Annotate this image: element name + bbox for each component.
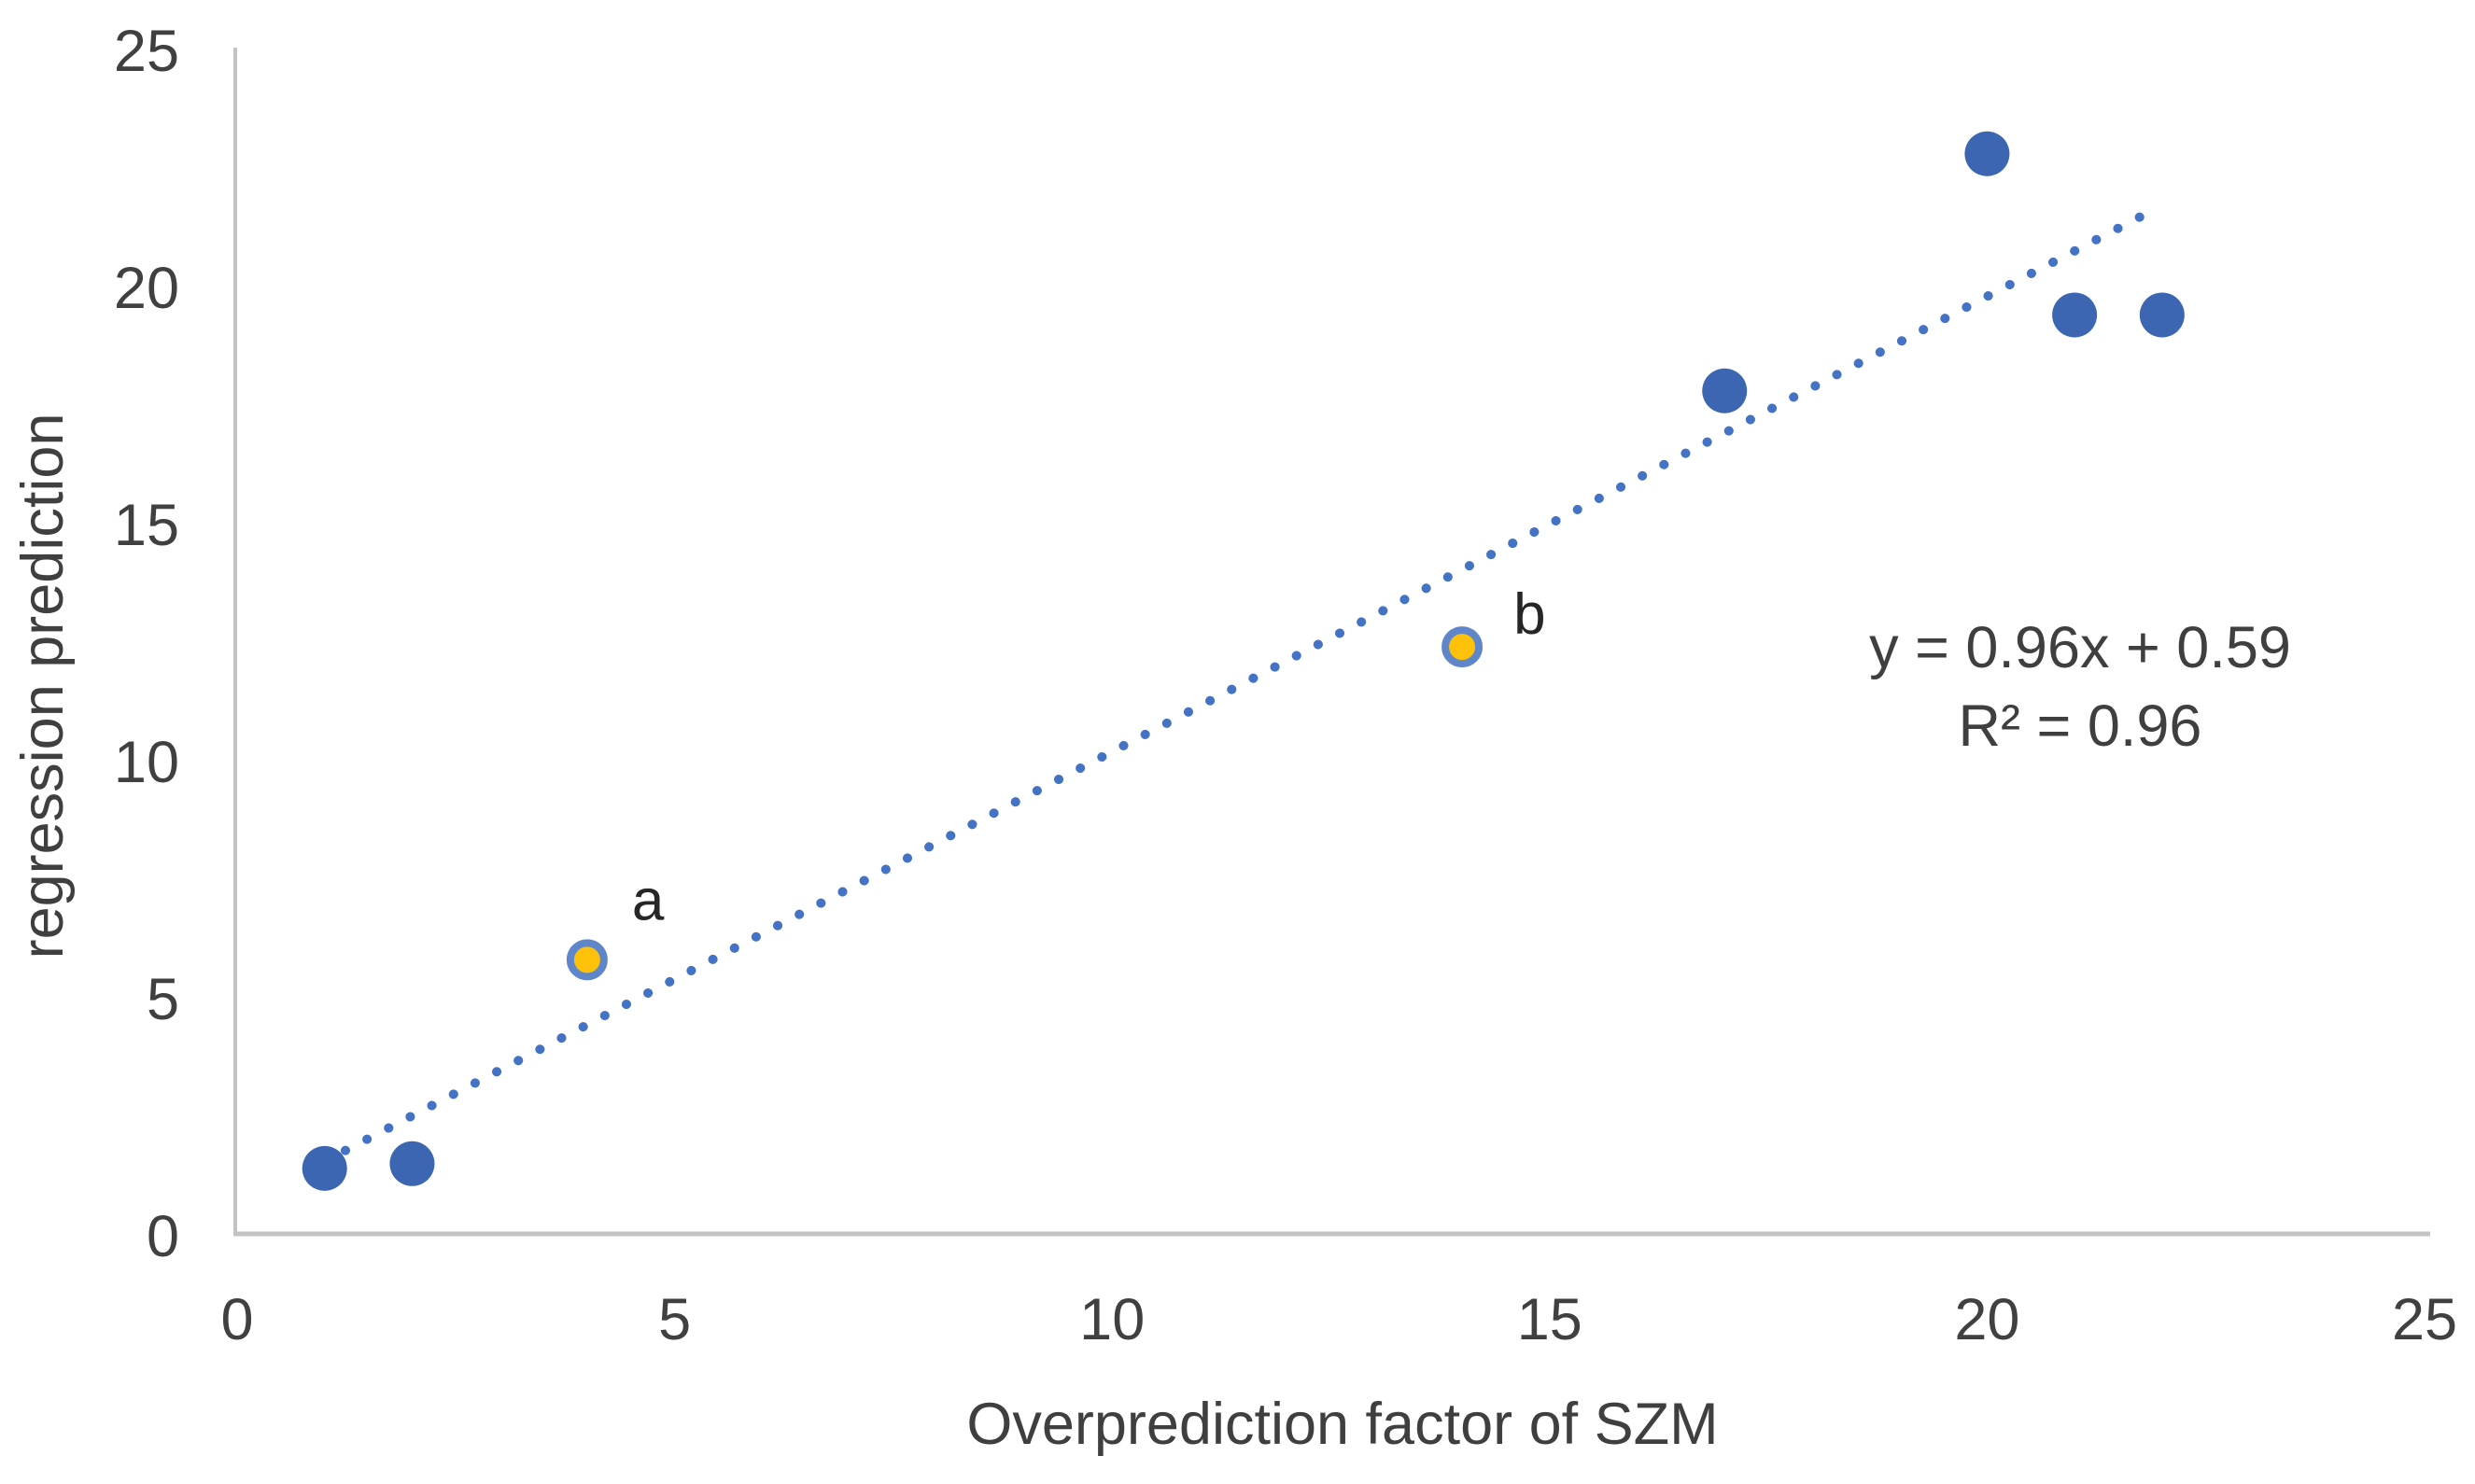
trendline-group xyxy=(318,202,2165,1167)
point-label-a: a xyxy=(632,868,665,932)
x-tick-20: 20 xyxy=(1954,1287,2019,1352)
tick-labels-group: 0 5 10 15 20 25 0 5 10 15 20 25 xyxy=(114,19,2457,1352)
trendline-r-squared: R² = 0.96 xyxy=(1958,693,2202,760)
data-point-blue-points-2 xyxy=(389,1141,435,1186)
point-labels-group: ab xyxy=(632,582,1546,932)
x-axis-title: Overprediction factor of SZM xyxy=(966,1392,1719,1457)
x-tick-0: 0 xyxy=(220,1287,253,1352)
y-tick-5: 5 xyxy=(147,967,179,1032)
data-point-blue-points-21 xyxy=(2052,292,2098,338)
trendline-annotation: y = 0.96x + 0.59 R² = 0.96 xyxy=(1869,609,2291,766)
y-tick-0: 0 xyxy=(147,1204,179,1269)
x-tick-10: 10 xyxy=(1079,1287,1145,1352)
point-label-b: b xyxy=(1513,582,1545,647)
x-tick-15: 15 xyxy=(1517,1287,1582,1352)
y-tick-10: 10 xyxy=(114,730,179,795)
x-tick-5: 5 xyxy=(658,1287,691,1352)
y-axis-title: regression prediction xyxy=(10,413,76,959)
y-tick-15: 15 xyxy=(114,493,179,558)
trendline-equation: y = 0.96x + 0.59 xyxy=(1869,615,2291,680)
data-point-b xyxy=(1441,626,1484,668)
trendline xyxy=(318,202,2165,1167)
data-point-a xyxy=(566,939,608,981)
y-tick-20: 20 xyxy=(114,256,179,321)
data-point-blue-points-17 xyxy=(1702,368,1748,413)
x-tick-25: 25 xyxy=(2392,1287,2457,1352)
data-point-blue-points-20 xyxy=(1964,131,2010,176)
data-points-group xyxy=(302,131,2185,1191)
data-point-blue-points-1 xyxy=(302,1145,347,1191)
y-tick-25: 25 xyxy=(114,19,179,84)
data-point-blue-points-22 xyxy=(2139,292,2185,338)
